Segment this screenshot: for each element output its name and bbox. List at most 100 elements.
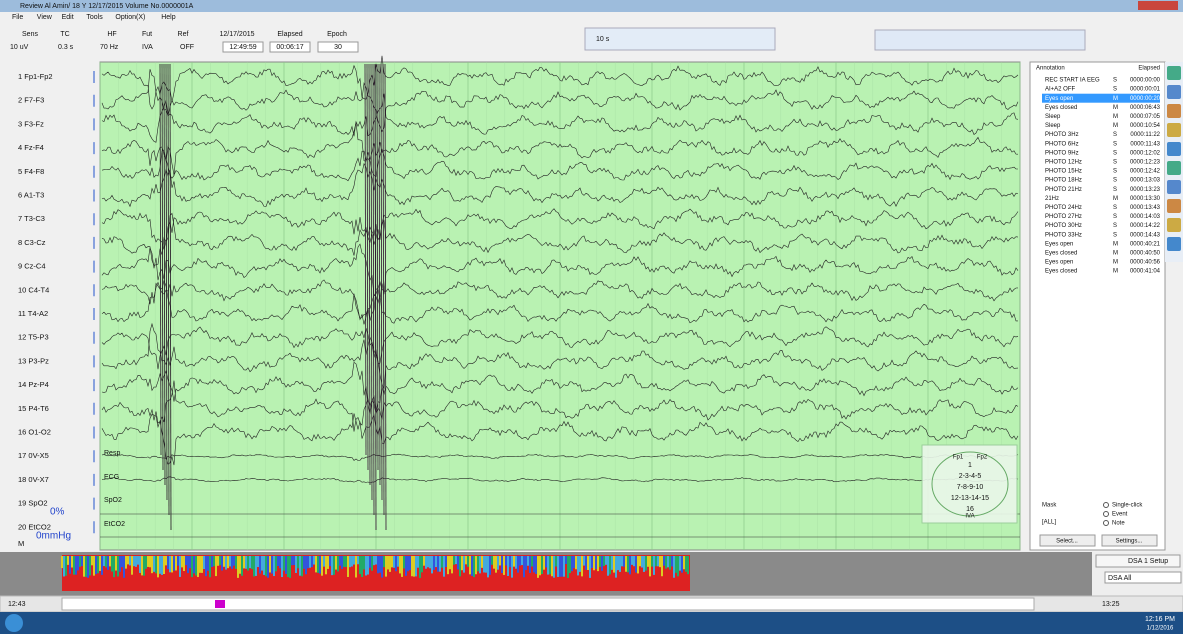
setting-label: Epoch — [327, 31, 347, 38]
option-label: Single-click — [1112, 503, 1143, 509]
annotation-type: M — [1113, 250, 1118, 256]
annotation-type: S — [1113, 223, 1117, 229]
setting-label: TC — [60, 31, 69, 38]
annotation-text: PHOTO 21Hz — [1045, 187, 1082, 193]
annotation-time: 0000:13:43 — [1130, 205, 1161, 211]
menu-item[interactable]: Help — [161, 14, 176, 21]
annotation-type: M — [1113, 241, 1118, 247]
annotation-time: 0000:11:43 — [1130, 141, 1160, 147]
timeline-end: 13:25 — [1102, 601, 1120, 608]
tool-icon[interactable] — [1167, 123, 1181, 137]
channel-label: 13 P3-Pz — [18, 356, 49, 365]
menu-item[interactable]: Option(X) — [115, 14, 145, 21]
playback-controls — [875, 30, 1085, 50]
tool-icon[interactable] — [1167, 199, 1181, 213]
option-marker[interactable] — [1104, 512, 1109, 517]
option-label: Event — [1112, 512, 1128, 518]
annotation-time: 0000:11:22 — [1130, 132, 1160, 138]
menu-item[interactable]: View — [37, 14, 53, 21]
tool-icon[interactable] — [1167, 142, 1181, 156]
annotation-type: M — [1113, 96, 1118, 102]
setting-value: 30 — [334, 44, 342, 51]
annotation-time: 0000:41:04 — [1130, 269, 1161, 275]
tool-icon[interactable] — [1167, 218, 1181, 232]
annotation-time: 0000:40:56 — [1130, 260, 1161, 266]
annotation-text: PHOTO 6Hz — [1045, 141, 1079, 147]
setting-value[interactable]: 70 Hz — [100, 44, 119, 51]
annotation-header: Elapsed — [1138, 66, 1160, 72]
annotation-time: 0000:40:50 — [1130, 250, 1161, 256]
channel-label: 15 P4-T6 — [18, 404, 49, 413]
annotation-time: 0000:40:21 — [1130, 241, 1161, 247]
option-marker[interactable] — [1104, 503, 1109, 508]
annotation-type: M — [1113, 269, 1118, 275]
annotation-type: S — [1113, 205, 1117, 211]
dsa-setup: DSA 1 Setup — [1128, 558, 1168, 565]
annotation-text: PHOTO 9Hz — [1045, 150, 1079, 156]
option-label: Note — [1112, 521, 1125, 527]
tool-icon[interactable] — [1167, 66, 1181, 80]
annotation-text: PHOTO 15Hz — [1045, 169, 1082, 175]
menu-item[interactable]: Tools — [86, 14, 103, 21]
start-button[interactable] — [5, 614, 23, 632]
trace-label: ECG — [104, 474, 119, 481]
mask-all: [ALL] — [1042, 520, 1056, 526]
channel-label: 7 T3-C3 — [18, 214, 45, 223]
annotation-text: PHOTO 12Hz — [1045, 159, 1082, 165]
annotation-type: S — [1113, 232, 1117, 238]
menu-item[interactable]: Edit — [62, 14, 74, 21]
mask-label: Mask — [1042, 503, 1057, 509]
annotation-text: PHOTO 33Hz — [1045, 232, 1082, 238]
annotation-time: 0000:12:02 — [1130, 150, 1161, 156]
channel-label: M — [18, 539, 24, 548]
annotation-type: S — [1113, 132, 1117, 138]
tool-icon[interactable] — [1167, 237, 1181, 251]
tool-icon[interactable] — [1167, 180, 1181, 194]
annotation-type: S — [1113, 150, 1117, 156]
setting-value: 12:49:59 — [229, 44, 256, 51]
button-label: Select... — [1056, 539, 1078, 545]
setting-value[interactable]: 10 uV — [10, 44, 29, 51]
channel-label: 4 Fz-F4 — [18, 143, 44, 152]
tool-icon[interactable] — [1167, 85, 1181, 99]
timeline-track — [62, 598, 1034, 610]
clock-date: 1/12/2016 — [1147, 626, 1174, 632]
channel-label: 16 O1-O2 — [18, 427, 51, 436]
setting-label: HF — [107, 31, 116, 38]
channel-label: 14 Pz-P4 — [18, 380, 49, 389]
channel-label: 1 Fp1-Fp2 — [18, 72, 53, 81]
option-marker[interactable] — [1104, 521, 1109, 526]
annotation-type: S — [1113, 159, 1117, 165]
tool-icon[interactable] — [1167, 104, 1181, 118]
setting-value[interactable]: 0.3 s — [58, 44, 74, 51]
head-row: 2-3-4-5 — [959, 473, 982, 480]
annotation-text: AI+A2 OFF — [1045, 87, 1076, 93]
setting-label: Ref — [178, 31, 189, 38]
annotation-text: PHOTO 3Hz — [1045, 132, 1079, 138]
setting-value[interactable]: IVA — [142, 44, 153, 51]
annotation-text: PHOTO 27Hz — [1045, 214, 1082, 220]
setting-value[interactable]: OFF — [180, 44, 194, 51]
annotation-text: REC START IA EEG — [1045, 78, 1100, 84]
menu-item[interactable]: File — [12, 14, 23, 21]
annotation-text: Eyes open — [1045, 96, 1073, 102]
head-row: 12-13-14-15 — [951, 495, 989, 502]
annotation-type: M — [1113, 260, 1118, 266]
timeline-thumb[interactable] — [215, 600, 225, 608]
page-length[interactable]: 10 s — [596, 36, 610, 43]
annotation-text: PHOTO 18Hz — [1045, 178, 1082, 184]
channel-label: 18 0V-X7 — [18, 475, 49, 484]
annotation-time: 0000:12:42 — [1130, 169, 1161, 175]
head-electrode: Fp2 — [977, 455, 988, 461]
setting-label: Fut — [142, 31, 152, 38]
close-button[interactable] — [1138, 1, 1178, 10]
annotation-time: 0000:14:22 — [1130, 223, 1161, 229]
annotation-time: 0000:00:20 — [1130, 96, 1161, 102]
tool-icon[interactable] — [1167, 161, 1181, 175]
page: {"title_bar":{"title":"Review Al Amin/ 1… — [0, 0, 1183, 634]
channel-label: 9 Cz-C4 — [18, 262, 46, 271]
setting-label: Elapsed — [277, 31, 302, 38]
annotation-time: 0000:13:03 — [1130, 178, 1161, 184]
annotation-text: Eyes closed — [1045, 250, 1077, 256]
annotation-type: M — [1113, 114, 1118, 120]
